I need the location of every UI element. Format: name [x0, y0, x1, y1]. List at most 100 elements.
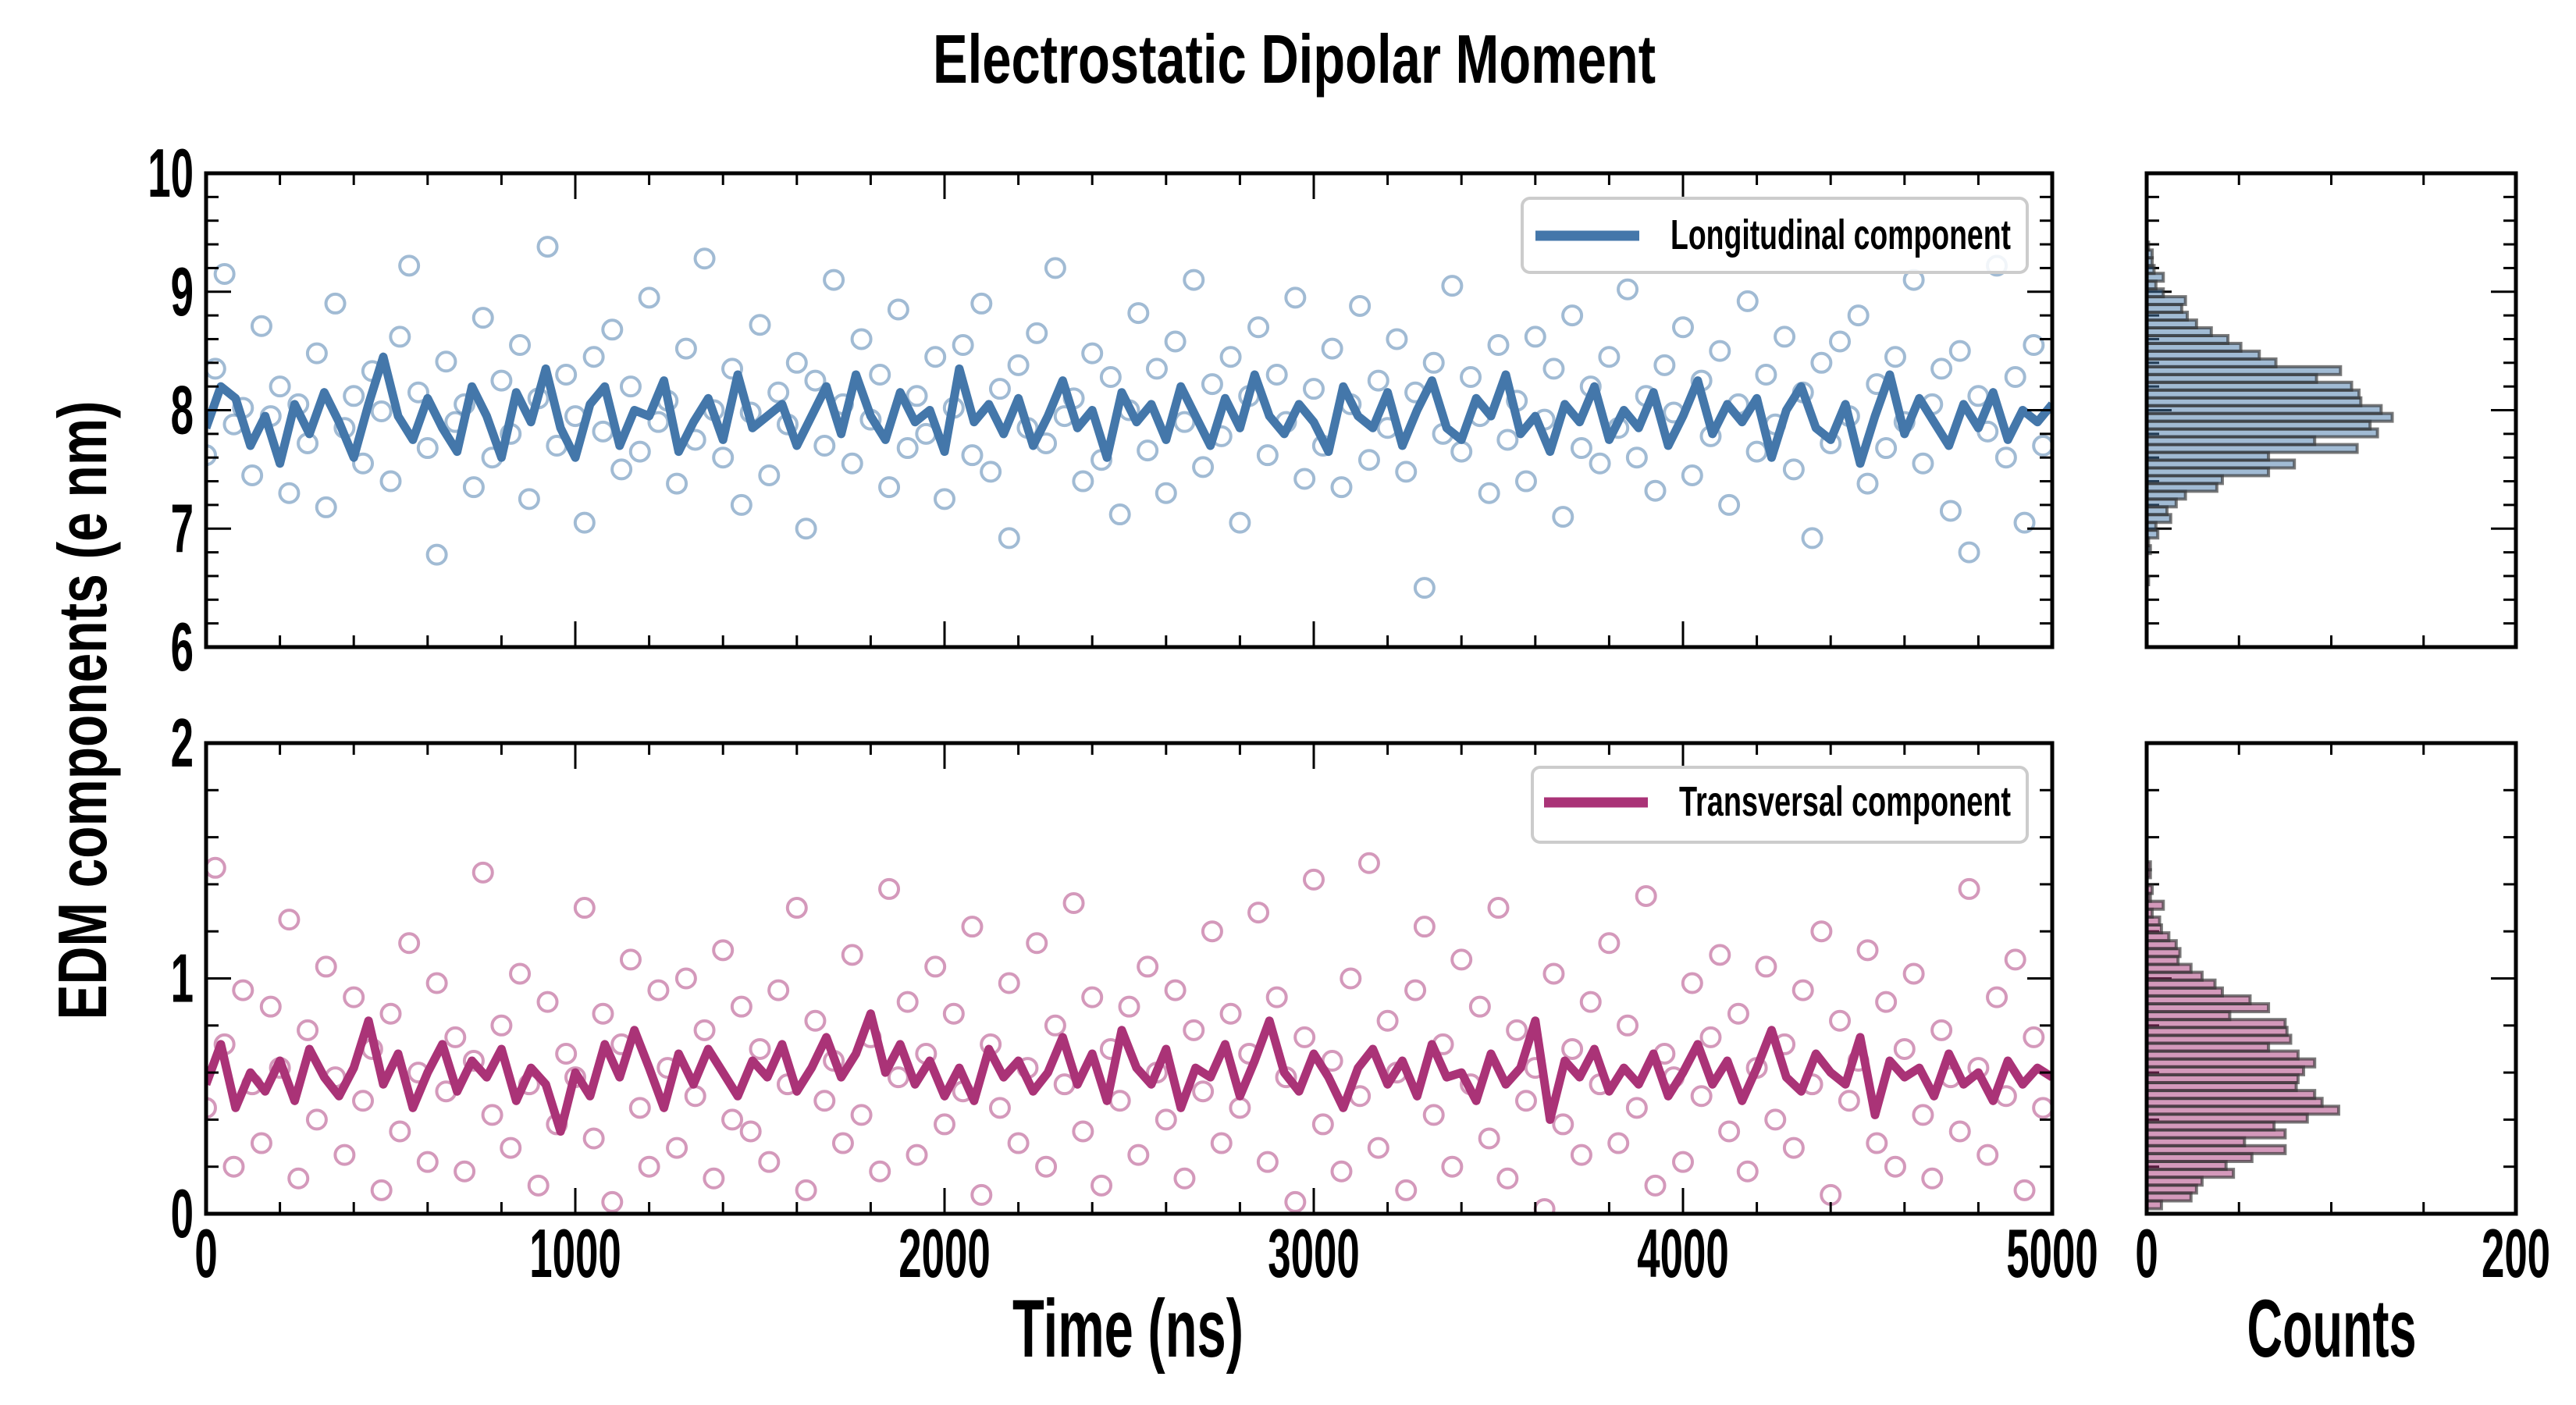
scatter-point: [647, 979, 670, 1001]
scatter-point: [259, 995, 282, 1018]
scatter-point: [1487, 334, 1510, 357]
y-tick-label-text: 1: [171, 941, 194, 1017]
x-tick-label: 5000: [2006, 1215, 2097, 1292]
scatter-point: [601, 318, 624, 341]
scatter-point: [693, 247, 716, 270]
scatter-point: [1340, 967, 1362, 990]
scatter-point: [250, 315, 272, 337]
scatter-point: [666, 472, 688, 495]
scatter-point: [1422, 1104, 1445, 1126]
scatter-point: [1441, 275, 1464, 297]
scatter-point: [343, 385, 365, 407]
scatter-point: [582, 1127, 605, 1150]
scatter-point: [407, 381, 429, 404]
panel-transversal: 0 1 2 0 1000 2000 3000 4000 5000 0 200: [171, 705, 2550, 1292]
scatter-point: [961, 444, 984, 467]
scatter-point: [573, 511, 596, 534]
histogram-frame: [2144, 741, 2518, 1216]
scatter-point: [1884, 346, 1906, 368]
scatter-point: [1847, 304, 1870, 327]
scatter-point: [1866, 1132, 1888, 1154]
scatter-point: [869, 363, 891, 386]
scatter-point: [749, 1037, 771, 1060]
scatter-point: [924, 346, 947, 368]
scatter-point: [1589, 452, 1611, 475]
scatter-point: [592, 420, 614, 443]
scatter-point: [278, 909, 301, 931]
scatter-point: [241, 464, 264, 486]
scatter-point: [379, 1002, 402, 1025]
scatter-point: [1422, 351, 1445, 374]
scatter-point: [1625, 446, 1648, 469]
scatter-point: [785, 897, 808, 919]
scatter-point: [1072, 470, 1094, 493]
scatter-point: [509, 334, 532, 357]
scatter-point: [712, 446, 735, 469]
scatter-point: [1958, 877, 1980, 900]
scatter-point: [1976, 1144, 1999, 1166]
x-tick-label: 0: [194, 1215, 217, 1292]
scatter-point: [1496, 1167, 1519, 1190]
scatter-point: [841, 944, 863, 966]
scatter-point: [1617, 1014, 1639, 1037]
legend-longitudinal: Longitudinal component: [1521, 197, 2029, 274]
scatter-point: [1108, 503, 1131, 526]
y-tick-label-text: 9: [171, 254, 194, 330]
scatter-point: [1709, 944, 1731, 966]
scatter-point: [758, 464, 781, 486]
scatter-point: [315, 955, 337, 978]
scatter-point: [1265, 986, 1288, 1008]
scatter-point: [767, 979, 790, 1001]
scatter-point: [490, 1014, 513, 1037]
scatter-point: [1284, 1190, 1307, 1213]
scatter-point: [1570, 1144, 1592, 1166]
legend-label-transversal: Transversal component: [1679, 778, 2011, 825]
scatter-point: [795, 1179, 817, 1201]
scatter-point: [869, 1160, 891, 1183]
scatter-point: [1357, 852, 1380, 874]
scatter-point: [592, 1002, 614, 1025]
scatter-point: [206, 856, 226, 879]
scatter-point: [1607, 1132, 1630, 1154]
scatter-point: [287, 1167, 310, 1190]
scatter-point: [693, 1019, 716, 1041]
y-tick-label: 8: [171, 372, 194, 449]
scatter-point: [1709, 340, 1731, 362]
x-tick-label-text: 1000: [529, 1215, 621, 1292]
scatter-point: [1948, 340, 1971, 362]
plot-area: [206, 852, 2052, 1214]
scatter-point: [610, 458, 633, 481]
scatter-point: [1736, 1160, 1759, 1183]
scatter-point: [1044, 257, 1066, 279]
scatter-point: [1561, 1037, 1584, 1060]
scatter-point: [619, 375, 642, 398]
scatter-point: [1137, 955, 1159, 978]
scatter-point: [305, 342, 328, 365]
y-tick-label-text: 7: [171, 490, 194, 567]
scatter-point: [1542, 962, 1565, 985]
plot-frame: [204, 171, 2055, 649]
scatter-point: [980, 461, 1002, 483]
scatter-point: [942, 1002, 965, 1025]
scatter-point: [804, 369, 827, 392]
scatter-point: [1219, 1002, 1242, 1025]
scatter-point: [1072, 1120, 1094, 1143]
scatter-point: [721, 1108, 744, 1131]
scatter-point: [2032, 435, 2052, 457]
scatter-point: [1321, 337, 1343, 360]
scatter-point: [2023, 1026, 2045, 1048]
y-tick-label-text: 6: [171, 609, 194, 685]
scatter-point: [1829, 1009, 1852, 1032]
y-tick-label: 7: [171, 490, 194, 567]
scatter-point: [1598, 932, 1621, 955]
scatter-point: [1026, 322, 1048, 344]
y-tick-label-text: 0: [171, 1176, 194, 1252]
scatter-point: [305, 1108, 328, 1131]
hist-x-axis-label: Counts: [2247, 1283, 2417, 1375]
scatter-point: [601, 1190, 624, 1213]
scatter-point: [1478, 482, 1500, 504]
scatter-point: [1460, 366, 1482, 389]
x-tick-label: 3000: [1268, 1215, 1359, 1292]
scatter-point: [1644, 1174, 1667, 1197]
scatter-point: [674, 337, 697, 360]
